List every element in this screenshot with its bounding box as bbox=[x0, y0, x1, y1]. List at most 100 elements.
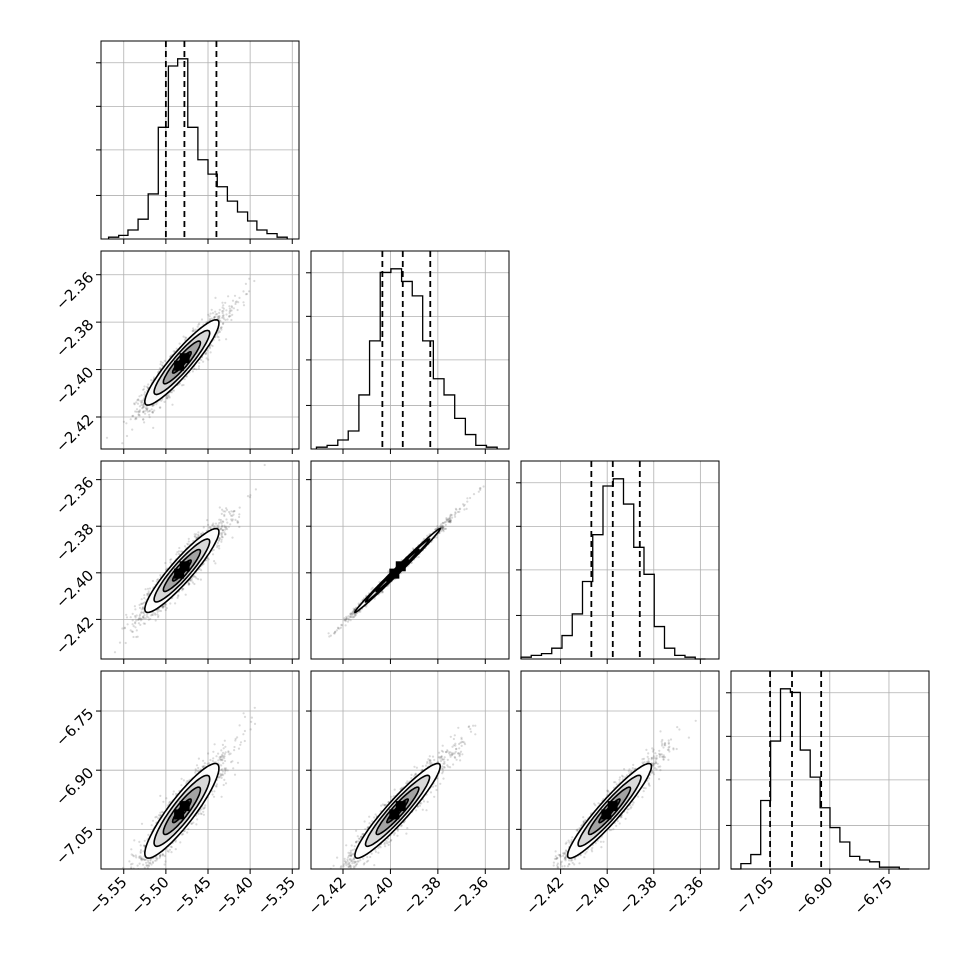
scatter-point bbox=[144, 409, 147, 412]
scatter-point bbox=[176, 551, 179, 554]
scatter-point bbox=[143, 391, 146, 394]
scatter-panel bbox=[306, 460, 510, 664]
scatter-point bbox=[131, 630, 134, 633]
scatter-point bbox=[197, 367, 200, 370]
scatter-point bbox=[142, 611, 145, 614]
scatter-point bbox=[221, 531, 224, 534]
scatter-density bbox=[327, 485, 485, 638]
scatter-point bbox=[162, 604, 165, 608]
scatter-point bbox=[137, 622, 140, 625]
scatter-point bbox=[221, 520, 224, 523]
scatter-point bbox=[199, 578, 202, 581]
scatter-point bbox=[176, 596, 179, 600]
scatter-point bbox=[222, 316, 225, 319]
scatter-point bbox=[442, 530, 445, 533]
scatter-point bbox=[139, 617, 142, 620]
scatter-point bbox=[164, 603, 167, 606]
scatter-point bbox=[225, 525, 228, 528]
scatter-point bbox=[182, 587, 185, 591]
scatter-point bbox=[187, 583, 190, 587]
scatter-point bbox=[197, 578, 200, 581]
scatter-point bbox=[449, 514, 452, 517]
scatter-point bbox=[187, 581, 190, 584]
scatter-point bbox=[131, 630, 134, 633]
scatter-point bbox=[238, 515, 241, 519]
scatter-point bbox=[212, 526, 215, 529]
scatter-point bbox=[187, 582, 191, 585]
scatter-point bbox=[175, 553, 178, 556]
scatter-point bbox=[211, 524, 214, 527]
scatter-point bbox=[213, 316, 216, 319]
scatter-point bbox=[220, 534, 223, 537]
scatter-point bbox=[135, 410, 138, 413]
scatter-point bbox=[151, 411, 154, 414]
scatter-point bbox=[200, 358, 203, 362]
scatter-point bbox=[226, 318, 229, 321]
scatter-point bbox=[140, 611, 143, 614]
scatter-point bbox=[165, 607, 168, 610]
scatter-point bbox=[221, 536, 224, 539]
scatter-point bbox=[232, 307, 235, 310]
scatter-point bbox=[221, 301, 224, 304]
contour-line bbox=[162, 548, 202, 593]
scatter-point bbox=[196, 325, 199, 328]
scatter-point bbox=[215, 312, 219, 316]
scatter-point bbox=[140, 401, 144, 404]
scatter-point bbox=[133, 605, 136, 608]
scatter-point bbox=[131, 428, 134, 431]
scatter-point bbox=[146, 613, 149, 616]
scatter-point bbox=[138, 414, 141, 417]
scatter-point bbox=[185, 336, 188, 339]
scatter-point bbox=[201, 531, 204, 534]
scatter-point bbox=[135, 614, 138, 617]
scatter-point bbox=[237, 521, 240, 524]
scatter-point bbox=[134, 621, 137, 624]
scatter-point bbox=[209, 312, 212, 315]
scatter-point bbox=[448, 517, 451, 520]
scatter-point bbox=[219, 327, 222, 330]
scatter-point bbox=[140, 602, 143, 605]
scatter-point bbox=[139, 619, 142, 622]
scatter-point bbox=[142, 418, 145, 421]
scatter-point bbox=[207, 523, 210, 527]
scatter-point bbox=[221, 314, 224, 317]
scatter-point bbox=[174, 602, 177, 605]
scatter-point bbox=[197, 531, 200, 534]
scatter-point bbox=[231, 536, 234, 539]
scatter-point bbox=[221, 524, 224, 528]
scatter-point bbox=[145, 615, 148, 618]
histogram-step bbox=[315, 268, 498, 449]
scatter-point bbox=[198, 361, 201, 365]
contour-line bbox=[171, 559, 192, 582]
scatter-point bbox=[218, 538, 221, 541]
scatter-point bbox=[150, 379, 153, 382]
scatter-point bbox=[163, 359, 166, 362]
scatter-point bbox=[135, 408, 139, 411]
scatter-point bbox=[329, 634, 332, 637]
scatter-point bbox=[444, 527, 448, 530]
scatter-point bbox=[208, 317, 211, 321]
scatter-point bbox=[146, 408, 149, 411]
scatter-point bbox=[152, 611, 155, 614]
scatter-point bbox=[216, 524, 219, 527]
scatter-point bbox=[152, 404, 155, 407]
scatter-point bbox=[165, 396, 168, 399]
scatter-point bbox=[143, 385, 146, 388]
scatter-point bbox=[177, 594, 180, 597]
scatter-point bbox=[225, 518, 228, 521]
scatter-point bbox=[142, 402, 145, 406]
scatter-point bbox=[189, 579, 192, 582]
scatter-point bbox=[123, 626, 126, 629]
scatter-point bbox=[244, 282, 247, 285]
scatter-point bbox=[231, 299, 235, 302]
y-tick-label: −2.36 bbox=[52, 268, 97, 313]
scatter-point bbox=[142, 404, 145, 407]
scatter-point bbox=[221, 528, 224, 532]
scatter-point bbox=[185, 375, 189, 378]
scatter-point bbox=[159, 360, 162, 363]
scatter-point bbox=[233, 510, 236, 513]
scatter-point bbox=[170, 558, 173, 561]
scatter-point bbox=[217, 316, 220, 319]
scatter-point bbox=[222, 304, 225, 307]
scatter-point bbox=[164, 561, 167, 565]
